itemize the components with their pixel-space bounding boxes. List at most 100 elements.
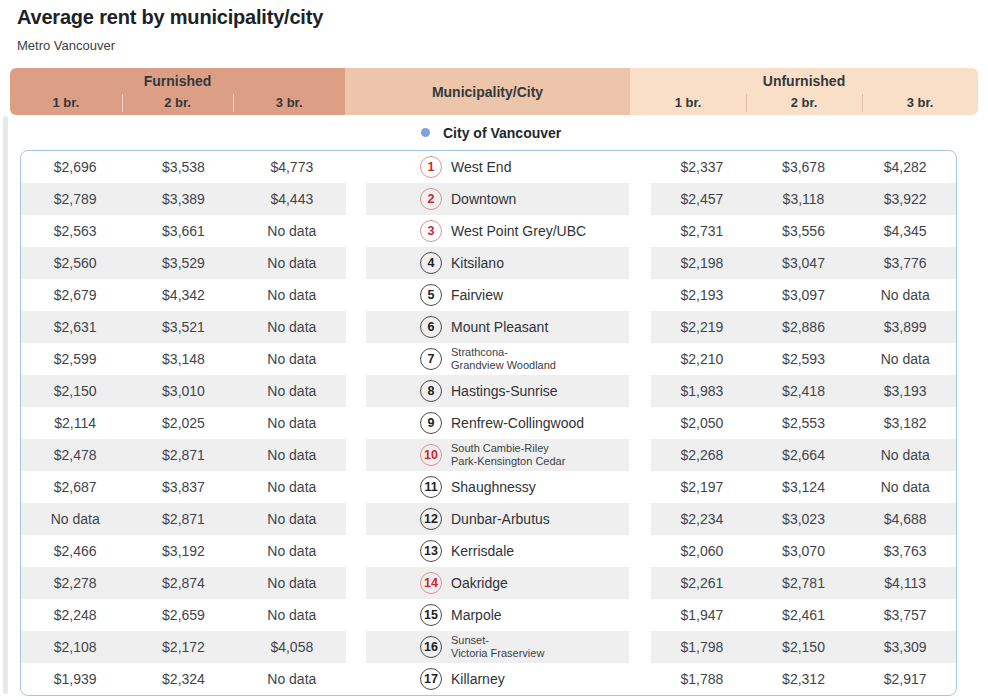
rank-badge: 8 xyxy=(420,380,442,402)
rent-value: $3,047 xyxy=(753,255,855,271)
rent-value: $1,788 xyxy=(651,671,753,687)
municipality-name: South Cambie-Riley Park-Kensington Cedar xyxy=(451,442,565,468)
furnished-values: $2,631$3,521No data xyxy=(21,311,346,343)
municipality-name: Mount Pleasant xyxy=(451,319,548,335)
rent-value: $2,324 xyxy=(129,671,237,687)
rank-badge: 10 xyxy=(420,444,442,466)
unfurnished-values: $2,060$3,070$3,763 xyxy=(651,535,956,567)
unfurnished-values: $1,947$2,461$3,757 xyxy=(651,599,956,631)
furnished-3br-header: 3 br. xyxy=(233,95,345,110)
rent-value: $3,118 xyxy=(753,191,855,207)
rent-value: $3,182 xyxy=(854,415,956,431)
municipality-name: Kitsilano xyxy=(451,255,504,271)
column-gutter xyxy=(629,279,651,311)
rent-value: $2,418 xyxy=(753,383,855,399)
rent-value: $2,210 xyxy=(651,351,753,367)
rent-value: $2,461 xyxy=(753,607,855,623)
column-gutter xyxy=(629,183,651,215)
furnished-subheaders: 1 br. 2 br. 3 br. xyxy=(10,89,345,115)
blue-dot-icon xyxy=(421,128,430,137)
rent-value: $2,025 xyxy=(129,415,237,431)
rent-value: $3,538 xyxy=(129,159,237,175)
rank-badge: 12 xyxy=(420,508,442,530)
section-label: City of Vancouver xyxy=(443,125,561,141)
column-gutter xyxy=(629,439,651,471)
rent-value: $3,124 xyxy=(753,479,855,495)
rent-value: $3,521 xyxy=(129,319,237,335)
column-gutter xyxy=(629,311,651,343)
rent-value: $3,529 xyxy=(129,255,237,271)
municipality-cell: 15Marpole xyxy=(366,599,629,631)
column-gutter xyxy=(346,343,366,375)
municipality-cell: 12Dunbar-Arbutus xyxy=(366,503,629,535)
unfurnished-values: $2,261$2,781$4,113 xyxy=(651,567,956,599)
rent-value: $2,219 xyxy=(651,319,753,335)
rent-value: $2,150 xyxy=(753,639,855,655)
furnished-2br-header: 2 br. xyxy=(122,95,234,110)
rent-value: $2,593 xyxy=(753,351,855,367)
column-gutter xyxy=(346,247,366,279)
column-gutter xyxy=(629,247,651,279)
rent-value: $2,631 xyxy=(21,319,129,335)
rent-value: $2,731 xyxy=(651,223,753,239)
furnished-values: No data$2,871No data xyxy=(21,503,346,535)
municipality-cell: 6Mount Pleasant xyxy=(366,311,629,343)
table-row: $2,599$3,148No data7Strathcona- Grandvie… xyxy=(21,343,956,375)
rent-value: $2,234 xyxy=(651,511,753,527)
unfurnished-values: $2,731$3,556$4,345 xyxy=(651,215,956,247)
municipality-cell: 10 South Cambie-Riley Park-Kensington Ced… xyxy=(366,439,629,471)
rent-value: $3,556 xyxy=(753,223,855,239)
unfurnished-values: $1,798$2,150$3,309 xyxy=(651,631,956,663)
rent-value: No data xyxy=(238,479,346,495)
rent-value: No data xyxy=(238,511,346,527)
rent-value: $2,248 xyxy=(21,607,129,623)
rank-badge: 14 xyxy=(420,572,442,594)
rent-value: $3,661 xyxy=(129,223,237,239)
column-gutter xyxy=(346,535,366,567)
column-gutter xyxy=(346,215,366,247)
rent-value: $4,342 xyxy=(129,287,237,303)
rent-value: No data xyxy=(238,223,346,239)
unfurnished-values: $2,268$2,664No data xyxy=(651,439,956,471)
rent-value: $2,457 xyxy=(651,191,753,207)
furnished-values: $2,478$2,871No data xyxy=(21,439,346,471)
furnished-values: $2,560$3,529No data xyxy=(21,247,346,279)
rent-value: $2,108 xyxy=(21,639,129,655)
rent-value: No data xyxy=(238,447,346,463)
rent-value: No data xyxy=(238,575,346,591)
rent-value: $3,837 xyxy=(129,479,237,495)
column-gutter xyxy=(629,663,651,695)
unfurnished-values: $2,457$3,118$3,922 xyxy=(651,183,956,215)
rent-value: $2,114 xyxy=(21,415,129,431)
rent-value: $2,599 xyxy=(21,351,129,367)
furnished-values: $2,679$4,342No data xyxy=(21,279,346,311)
rent-table-page: Average rent by municipality/city Metro … xyxy=(0,0,988,700)
rent-value: $2,466 xyxy=(21,543,129,559)
furnished-values: $2,150$3,010No data xyxy=(21,375,346,407)
rent-value: $3,899 xyxy=(854,319,956,335)
rent-value: $2,172 xyxy=(129,639,237,655)
rent-value: $2,150 xyxy=(21,383,129,399)
rent-value: $2,337 xyxy=(651,159,753,175)
municipality-name: Killarney xyxy=(451,671,505,687)
column-gutter xyxy=(346,503,366,535)
unfurnished-values: $2,337$3,678$4,282 xyxy=(651,151,956,183)
rent-value: No data xyxy=(238,383,346,399)
table-header: Furnished 1 br. 2 br. 3 br. Municipality… xyxy=(10,68,978,115)
column-gutter xyxy=(629,151,651,183)
unfurnished-values: $1,788$2,312$2,917 xyxy=(651,663,956,695)
rent-value: $3,678 xyxy=(753,159,855,175)
rent-value: $4,688 xyxy=(854,511,956,527)
table-row: $2,466$3,192No data13Kerrisdale$2,060$3,… xyxy=(21,535,956,567)
rent-value: $4,443 xyxy=(238,191,346,207)
rent-value: $2,781 xyxy=(753,575,855,591)
left-edge-strip xyxy=(3,116,8,694)
rent-value: $2,478 xyxy=(21,447,129,463)
column-gutter xyxy=(346,311,366,343)
rent-value: $2,874 xyxy=(129,575,237,591)
unfurnished-values: $2,234$3,023$4,688 xyxy=(651,503,956,535)
unfurnished-values: $2,050$2,553$3,182 xyxy=(651,407,956,439)
municipality-cell: 1West End xyxy=(366,151,629,183)
column-gutter xyxy=(629,343,651,375)
unfurnished-subheaders: 1 br. 2 br. 3 br. xyxy=(630,89,978,115)
